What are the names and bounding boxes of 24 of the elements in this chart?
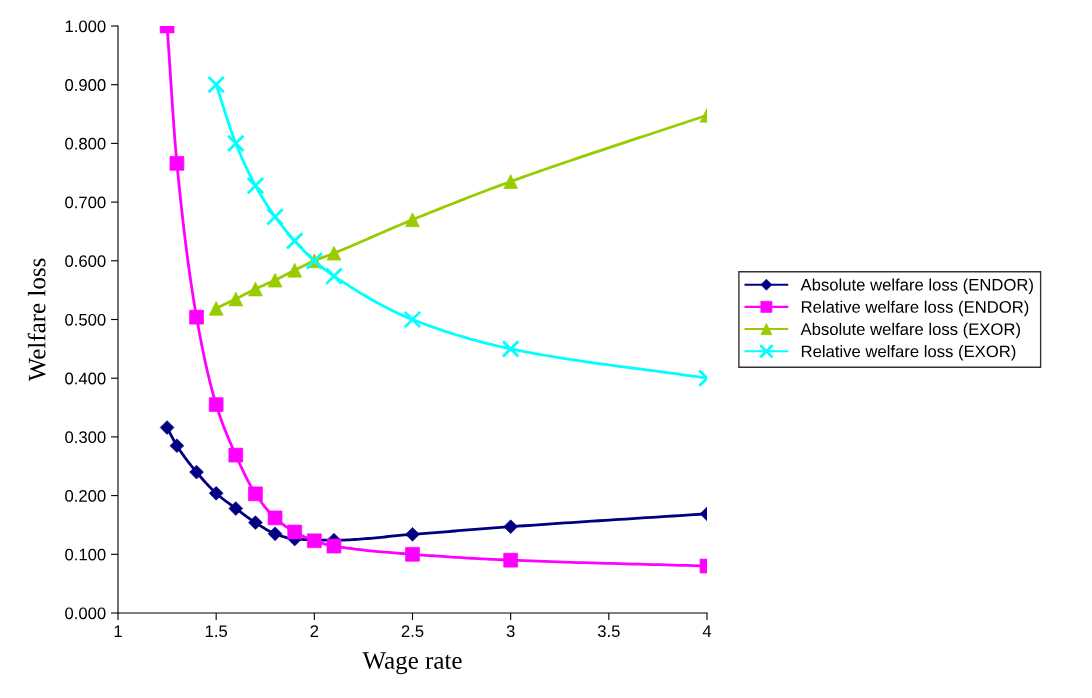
x-tick-label: 3 [506, 625, 515, 638]
y-axis-title: Welfare loss [27, 258, 46, 382]
y-tick-label: 0.600 [65, 255, 106, 267]
x-tick-label: 3.5 [597, 625, 620, 638]
x-tick-label: 4 [702, 625, 712, 637]
x-axis-title: Wage rate [362, 652, 462, 675]
y-tick-label: 0.200 [65, 490, 106, 502]
x-tick-label: 1 [114, 625, 122, 637]
y-tick-label: 1.000 [65, 20, 106, 33]
y-tick-label: 0.100 [65, 548, 106, 561]
y-tick-label: 0.700 [65, 196, 106, 209]
x-tick-label: 2 [310, 625, 319, 637]
y-tick-label: 0.500 [65, 313, 106, 326]
y-tick-label: 0.800 [65, 137, 106, 150]
legend-label: Absolute welfare loss (ENDOR) [800, 278, 1033, 294]
x-tick-label: 2.5 [401, 625, 424, 638]
y-tick-label: 0.000 [65, 607, 106, 620]
legend-label: Relative welfare loss (ENDOR) [801, 300, 1029, 317]
x-tick-label: 1.5 [205, 625, 228, 638]
y-tick-label: 0.400 [65, 372, 106, 385]
legend-label: Relative welfare loss (EXOR) [801, 345, 1016, 361]
y-tick-label: 0.300 [65, 431, 106, 444]
y-tick-label: 0.900 [65, 79, 106, 91]
legend-label: Absolute welfare loss (EXOR) [800, 322, 1020, 339]
